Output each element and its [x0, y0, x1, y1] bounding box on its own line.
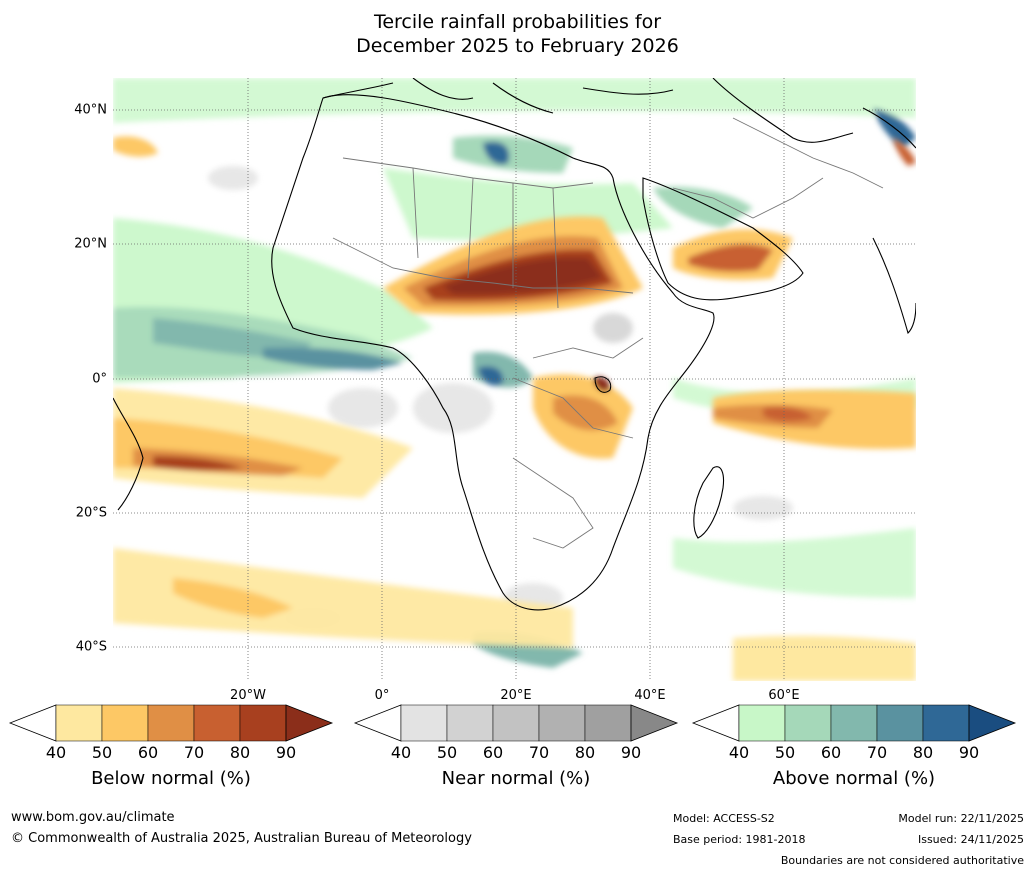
cbar1-segment-2 [492, 704, 540, 742]
title-line-2: December 2025 to February 2026 [356, 35, 679, 57]
lat-label-20n: 20°N [74, 236, 107, 252]
cbar1-tick-60: 60 [482, 743, 504, 762]
cbar2-extend-low [691, 704, 740, 742]
cbar2-tick-80: 80 [912, 743, 934, 762]
website-link[interactable]: www.bom.gov.au/climate [11, 810, 175, 825]
cbar2-segment-1 [784, 704, 832, 742]
cbar2-segment-0 [738, 704, 786, 742]
cbar1-tick-70: 70 [528, 743, 550, 762]
cbar0-tick-60: 60 [137, 743, 159, 762]
cbar2-tick-90: 90 [958, 743, 980, 762]
country-borders [332, 117, 884, 549]
cbar2-tick-40: 40 [728, 743, 750, 762]
cbar2-tick-60: 60 [820, 743, 842, 762]
cbar0-segment-3 [193, 704, 241, 742]
cbar0-segment-2 [147, 704, 195, 742]
title-line-1: Tercile rainfall probabilities for [373, 11, 662, 33]
cbar0-tick-80: 80 [229, 743, 251, 762]
colorbar-below-normal [8, 704, 334, 742]
lat-label-40n: 40°N [74, 102, 107, 118]
cbar0-tick-70: 70 [183, 743, 205, 762]
lat-label-20s: 20°S [75, 505, 107, 521]
cbar0-segment-1 [101, 704, 149, 742]
colorbar-below-normal-svg [8, 704, 334, 742]
lat-label-0: 0° [92, 371, 107, 387]
base-period: Base period: 1981-2018 [673, 833, 806, 846]
boundary-disclaimer: Boundaries are not considered authoritat… [780, 854, 1024, 867]
colorbar-above-normal [691, 704, 1017, 742]
cbar1-tick-40: 40 [390, 743, 412, 762]
cbar1-tick-80: 80 [574, 743, 596, 762]
cbar2-segment-3 [876, 704, 924, 742]
cbar1-tick-90: 90 [620, 743, 642, 762]
cbar1-segment-3 [538, 704, 586, 742]
map-svg [113, 78, 916, 681]
model-run-date: Model run: 22/11/2025 [898, 812, 1024, 825]
cbar1-segment-0 [400, 704, 448, 742]
cbar0-extend-high [285, 704, 334, 742]
lon-label-60e: 60°E [768, 688, 800, 703]
cbar0-tick-50: 50 [91, 743, 113, 762]
cbar1-extend-low [353, 704, 402, 742]
lon-label-20e: 20°E [500, 688, 532, 703]
chart-title: Tercile rainfall probabilities for Decem… [0, 10, 1035, 58]
model-name: Model: ACCESS-S2 [673, 812, 775, 825]
cbar2-tick-70: 70 [866, 743, 888, 762]
cbar1-tick-50: 50 [436, 743, 458, 762]
lon-label-40e: 40°E [634, 688, 666, 703]
cbar0-tick-40: 40 [45, 743, 67, 762]
cbar2-tick-50: 50 [774, 743, 796, 762]
cbar1-segment-1 [446, 704, 494, 742]
lat-label-40s: 40°S [75, 639, 107, 655]
colorbar-near-normal [353, 704, 679, 742]
cbar2-segment-4 [922, 704, 970, 742]
colorbar-above-normal-title: Above normal (%) [772, 768, 936, 789]
cbar2-segment-2 [830, 704, 878, 742]
above-normal-zones [113, 78, 916, 668]
cbar0-extend-low [8, 704, 57, 742]
coastlines [113, 78, 916, 611]
cbar0-segment-0 [55, 704, 103, 742]
probability-map[interactable] [113, 78, 916, 681]
cbar0-segment-4 [239, 704, 287, 742]
colorbar-near-normal-svg [353, 704, 679, 742]
colorbar-above-normal-svg [691, 704, 1017, 742]
copyright-text: © Commonwealth of Australia 2025, Austra… [11, 831, 472, 846]
colorbar-below-normal-title: Below normal (%) [91, 768, 251, 789]
cbar1-segment-4 [584, 704, 632, 742]
colorbar-near-normal-title: Near normal (%) [441, 768, 591, 789]
cbar2-extend-high [968, 704, 1017, 742]
graticule [113, 78, 916, 681]
lon-label-20w: 20°W [230, 688, 266, 703]
lon-label-0: 0° [374, 688, 390, 703]
issued-date: Issued: 24/11/2025 [917, 833, 1024, 846]
cbar0-tick-90: 90 [275, 743, 297, 762]
cbar1-extend-high [630, 704, 679, 742]
